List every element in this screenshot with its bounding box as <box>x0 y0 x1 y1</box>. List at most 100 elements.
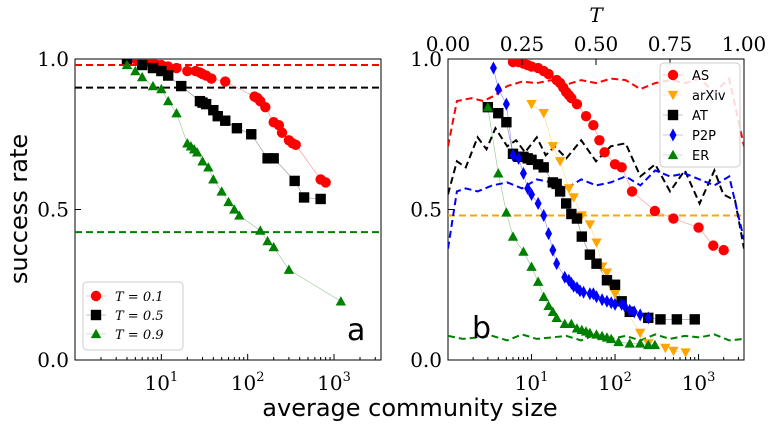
panel-b-x-tick-label-2: 103 <box>682 370 716 395</box>
panel-b-point-4-2 <box>501 207 512 217</box>
panel-b-point-3-30 <box>630 305 638 319</box>
panel-a-series-line-2 <box>126 64 342 302</box>
panel-b-point-0-16 <box>588 120 599 131</box>
panel-b-point-2-19 <box>601 275 613 286</box>
legend-b-marker-4 <box>667 149 679 160</box>
panel-b-point-4-6 <box>532 276 544 286</box>
panel-a-point-1-14 <box>262 153 273 164</box>
legend-b-marker-2 <box>667 109 679 121</box>
panel-b-point-3-32 <box>644 311 652 325</box>
panel-b-top-tick-label-4: 1.00 <box>722 32 767 56</box>
panel-a-point-1-1 <box>136 59 148 71</box>
panel-a-point-1-9 <box>208 104 219 116</box>
panel-b-point-4-9 <box>547 306 559 316</box>
panel-a-x-tick-label-1: 102 <box>231 370 265 395</box>
legend-b-label-4: ER <box>692 149 709 164</box>
legend-b-label-3: P2P <box>692 129 716 144</box>
panel-b-point-1-0 <box>526 99 537 110</box>
panel-b-point-4-25 <box>649 339 661 350</box>
panel-a-point-1-2 <box>147 62 159 74</box>
panel-a-point-2-17 <box>234 210 245 220</box>
panel-b-point-3-5 <box>519 166 527 180</box>
panel-b-point-2-12 <box>554 186 566 197</box>
panel-a-x-tick-label-0: 101 <box>144 370 178 395</box>
panel-b-point-1-17 <box>680 348 691 358</box>
panel-b-point-1-2 <box>547 142 559 152</box>
panel-b-x-tick-label-0: 101 <box>515 370 549 395</box>
panel-b-point-3-10 <box>545 227 553 241</box>
panel-b-point-4-0 <box>482 101 494 112</box>
legend-b-marker-3 <box>669 128 677 142</box>
panel-b-point-2-16 <box>576 231 588 242</box>
panel-a-y-tick-label-2: 1.0 <box>37 47 69 71</box>
panel-b-point-4-10 <box>551 312 562 323</box>
panel-a-point-0-24 <box>290 139 301 150</box>
panel-b-point-3-4 <box>515 151 523 165</box>
panel-a-point-2-11 <box>197 156 208 166</box>
panel-a-point-2-1 <box>130 65 141 76</box>
panel-b-point-0-21 <box>626 186 638 197</box>
panel-b-point-4-16 <box>584 327 596 338</box>
panel-b-point-2-1 <box>493 107 504 119</box>
panel-a-point-2-12 <box>203 162 214 172</box>
panel-a-point-1-11 <box>220 115 231 126</box>
panel-a-point-1-18 <box>315 193 326 205</box>
panel-b-point-1-7 <box>584 220 596 230</box>
panel-b-y-tick-label-0: 0.0 <box>410 348 442 372</box>
legend-a-label-2: T = 0.9 <box>115 328 164 343</box>
panel-b-point-4-24 <box>643 339 654 350</box>
panel-a-point-2-4 <box>156 83 167 94</box>
panel-b-point-2-25 <box>671 314 683 325</box>
panel-b-temperature-curve-1 <box>448 126 744 249</box>
panel-b-point-0-18 <box>599 147 610 158</box>
panel-a-point-0-18 <box>260 101 271 113</box>
panel-b-temperature-curve-0 <box>448 76 744 147</box>
panel-b-point-1-5 <box>568 193 579 203</box>
panel-b-top-tick-label-2: 0.50 <box>574 32 619 56</box>
panel-a-y-tick-label-1: 0.5 <box>37 198 69 222</box>
x-axis-label: average community size <box>262 394 557 422</box>
legend-a-marker-0 <box>90 290 102 302</box>
panel-b-point-3-7 <box>528 187 536 201</box>
panel-b-point-2-8 <box>532 159 544 170</box>
panel-a-point-2-2 <box>136 71 148 82</box>
panel-b-point-4-22 <box>624 338 635 348</box>
panel-b-point-3-1 <box>494 82 502 96</box>
panel-a-point-2-0 <box>121 59 133 70</box>
panel-b-point-4-7 <box>538 291 549 301</box>
panel-a-point-0-8 <box>182 65 193 77</box>
panel-b-top-tick-label-3: 0.75 <box>648 32 693 56</box>
legend-a-marker-1 <box>90 309 102 321</box>
panel-b-point-2-26 <box>689 314 700 325</box>
panel-b-point-3-28 <box>621 299 629 313</box>
panel-a-point-0-26 <box>320 177 331 188</box>
panel-b-point-2-18 <box>591 258 602 269</box>
panel-b-point-3-9 <box>540 209 548 223</box>
panel-b-point-1-4 <box>563 184 575 194</box>
panel-a-point-2-16 <box>229 204 240 214</box>
top-axis-label: T <box>589 3 604 27</box>
panel-b-point-4-11 <box>559 318 570 329</box>
panel-b-point-4-12 <box>566 318 577 329</box>
panel-a-point-2-6 <box>171 107 182 118</box>
panel-b-point-3-3 <box>509 148 517 162</box>
panel-a-point-2-22 <box>335 296 347 306</box>
legend-b-label-0: AS <box>692 69 709 84</box>
panel-a-point-2-3 <box>147 80 159 91</box>
panel-a-point-2-15 <box>223 196 234 207</box>
panel-a-x-tick-label-2: 103 <box>317 370 351 395</box>
panel-b-point-1-12 <box>609 289 621 299</box>
panel-a-y-tick-label-0: 0.0 <box>37 348 69 372</box>
panel-b-top-tick-label-1: 0.25 <box>500 32 545 56</box>
panel-label-b: b <box>472 311 491 346</box>
panel-b-point-1-8 <box>591 238 602 248</box>
panel-b-point-0-15 <box>580 110 592 122</box>
panel-a-point-1-10 <box>212 110 223 122</box>
panel-a-point-2-13 <box>208 174 219 184</box>
panel-b-point-2-17 <box>584 249 596 260</box>
panel-a-point-2-21 <box>283 264 295 274</box>
panel-b-point-4-8 <box>543 300 554 310</box>
legend-a-label-1: T = 0.5 <box>115 309 164 324</box>
panel-b-point-3-2 <box>502 97 510 111</box>
